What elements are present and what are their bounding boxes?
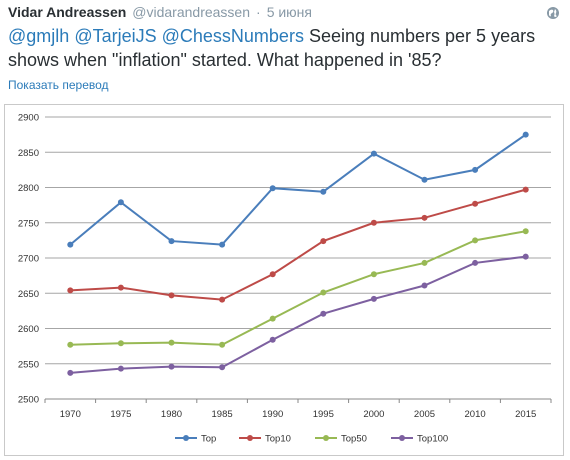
- y-tick-label: 2650: [18, 289, 39, 300]
- tweet-header: Vidar Andreassen @vidarandreassen · 5 ию…: [8, 4, 562, 24]
- data-point-top50: [421, 259, 428, 266]
- data-point-top10: [370, 219, 377, 226]
- x-tick-label: 2000: [363, 409, 384, 420]
- data-point-top: [370, 150, 377, 157]
- globe-icon[interactable]: [546, 6, 560, 20]
- series-line-top50: [70, 230, 526, 346]
- y-tick-label: 2700: [18, 254, 39, 265]
- chart-image[interactable]: 2500 2550 2600 2650 2700 2750 2800 2850 2900 1970…: [4, 104, 564, 456]
- data-point-top10: [219, 296, 226, 303]
- data-point-top100: [320, 310, 327, 317]
- data-point-top50: [472, 237, 479, 244]
- data-point-top100: [421, 282, 428, 289]
- x-tick-label: 1990: [262, 409, 283, 420]
- x-tick-label: 1985: [212, 409, 233, 420]
- data-point-top50: [320, 289, 327, 296]
- legend-marker-top50: [323, 435, 329, 441]
- data-point-top: [219, 241, 226, 248]
- legend-label-top10: Top10: [265, 434, 291, 445]
- data-point-top100: [522, 253, 529, 260]
- x-tick-label: 2005: [414, 409, 435, 420]
- translate-link[interactable]: Показать перевод: [8, 78, 109, 92]
- mention-chessnumbers[interactable]: @ChessNumbers: [161, 26, 304, 46]
- y-tick-label: 2500: [18, 395, 39, 406]
- x-tick-label: 1975: [110, 409, 131, 420]
- data-point-top10: [117, 284, 124, 291]
- legend-label-top: Top: [201, 434, 216, 445]
- data-point-top10: [320, 238, 327, 245]
- data-point-top100: [168, 363, 175, 370]
- data-point-top: [269, 185, 276, 192]
- legend-label-top50: Top50: [341, 434, 367, 445]
- x-tick-label: 2010: [465, 409, 486, 420]
- x-tick-label: 2015: [515, 409, 536, 420]
- data-point-top: [320, 188, 327, 195]
- mention-gmjlh[interactable]: @gmjlh: [8, 26, 70, 46]
- data-point-top100: [472, 259, 479, 266]
- x-tick-label: 1980: [161, 409, 182, 420]
- tweet-body-text: Seeing numbers per 5 years shows when "i…: [8, 26, 536, 70]
- data-point-top: [522, 131, 529, 138]
- data-point-top100: [269, 336, 276, 343]
- data-point-top50: [522, 228, 529, 235]
- y-tick-label: 2550: [18, 359, 39, 370]
- data-point-top50: [269, 315, 276, 322]
- y-tick-label: 2800: [18, 183, 39, 194]
- series-line-top10: [70, 188, 526, 301]
- line-chart: 2500 2550 2600 2650 2700 2750 2800 2850 2900 1970…: [18, 113, 552, 445]
- data-point-top10: [168, 292, 175, 299]
- data-point-top100: [370, 295, 377, 302]
- data-point-top: [472, 166, 479, 173]
- legend-marker-top: [183, 435, 189, 441]
- data-point-top10: [421, 214, 428, 221]
- y-tick-label: 2750: [18, 218, 39, 229]
- data-point-top100: [67, 369, 74, 376]
- data-point-top50: [117, 340, 124, 347]
- data-point-top50: [219, 341, 226, 348]
- data-point-top: [421, 176, 428, 183]
- data-point-top10: [522, 186, 529, 193]
- legend-marker-top100: [399, 435, 405, 441]
- x-tick-label: 1970: [60, 409, 81, 420]
- data-point-top: [117, 199, 124, 206]
- separator-dot: ·: [256, 4, 261, 20]
- mention-tarjeijs[interactable]: @TarjeiJS: [74, 26, 157, 46]
- data-point-top10: [269, 271, 276, 278]
- data-point-top50: [370, 271, 377, 278]
- tweet-text: @gmjlh @TarjeiJS @ChessNumbers Seeing nu…: [8, 24, 548, 72]
- data-point-top: [168, 238, 175, 245]
- author-name[interactable]: Vidar Andreassen: [8, 4, 127, 20]
- data-point-top10: [472, 200, 479, 207]
- tweet-timestamp[interactable]: 5 июня: [266, 4, 312, 20]
- data-point-top100: [117, 365, 124, 372]
- legend-marker-top10: [247, 435, 253, 441]
- author-handle[interactable]: @vidarandreassen: [132, 4, 251, 20]
- data-point-top: [67, 241, 74, 248]
- data-point-top10: [67, 287, 74, 294]
- x-tick-label: 1995: [313, 409, 334, 420]
- y-tick-label: 2850: [18, 148, 39, 159]
- data-point-top50: [168, 339, 175, 346]
- data-point-top100: [219, 364, 226, 371]
- series-line-top: [69, 133, 527, 246]
- legend-label-top100: Top100: [417, 434, 448, 445]
- data-point-top50: [67, 341, 74, 348]
- series-line-top100: [70, 255, 526, 374]
- y-tick-label: 2900: [18, 113, 39, 124]
- y-tick-label: 2600: [18, 324, 39, 335]
